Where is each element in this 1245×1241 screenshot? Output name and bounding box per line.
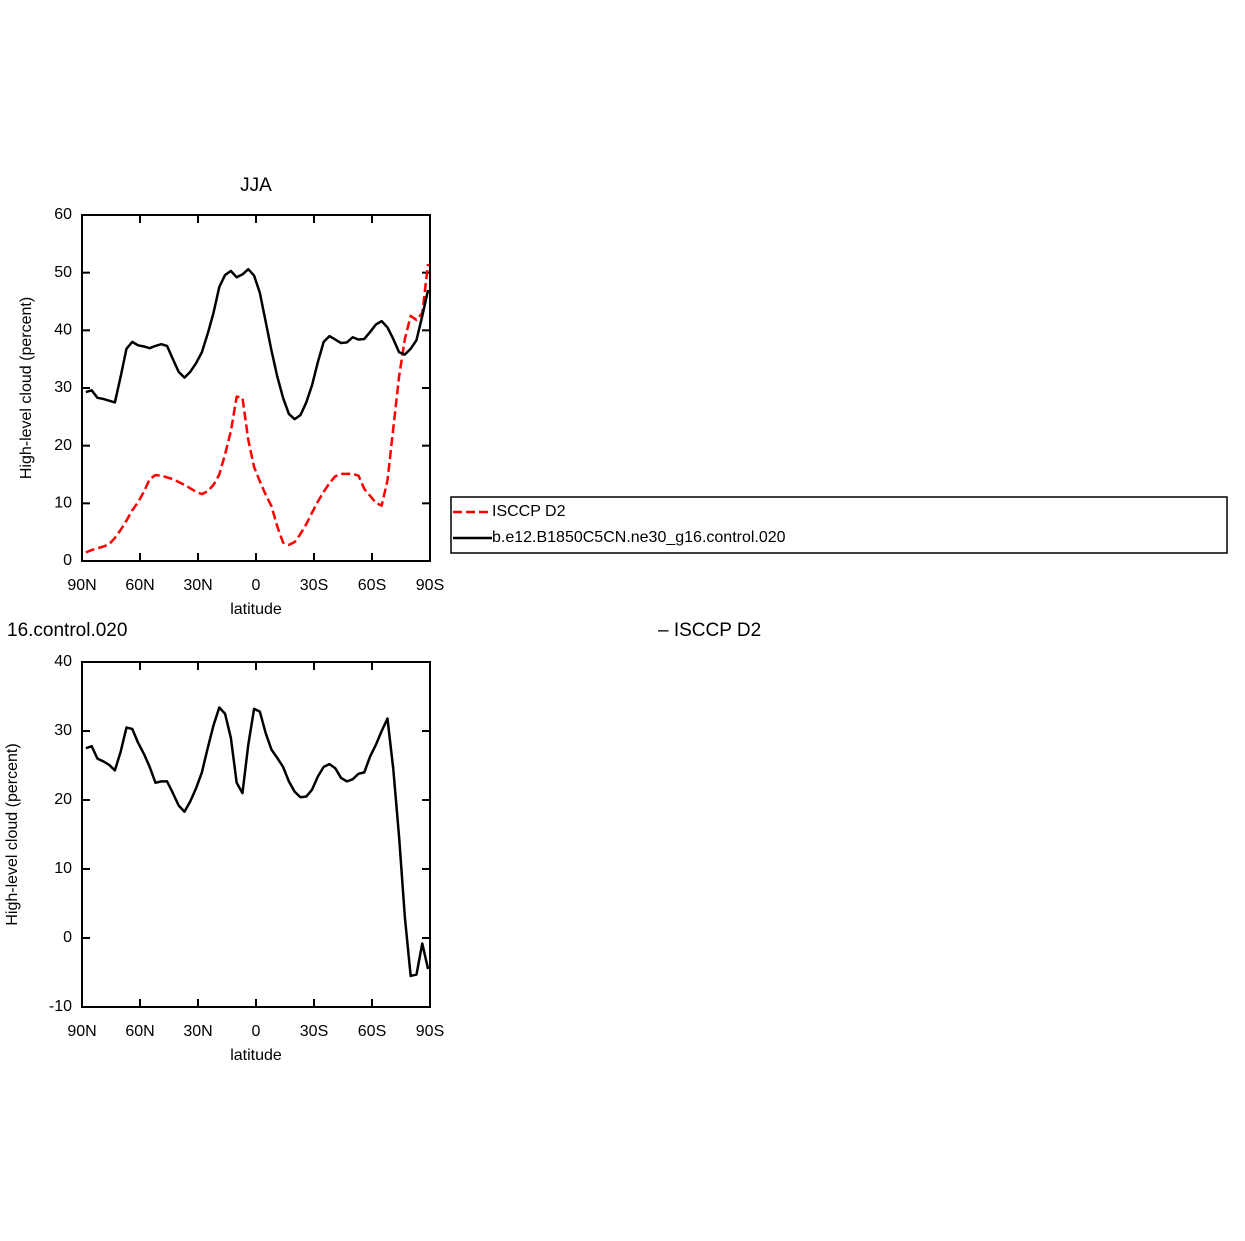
x-tick-label: 30N	[183, 577, 212, 594]
x-tick-label: 90N	[67, 1023, 96, 1040]
x-tick-label: 90S	[416, 577, 444, 594]
x-tick-label: 30S	[300, 1023, 328, 1040]
y-tick-label: 0	[63, 929, 72, 946]
y-axis-label: High-level cloud (percent)	[4, 743, 21, 925]
x-tick-label: 30N	[183, 1023, 212, 1040]
x-tick-label: 0	[252, 577, 261, 594]
x-tick-label: 90N	[67, 577, 96, 594]
data-line	[85, 267, 430, 421]
data-line	[85, 706, 430, 978]
x-axis-label: latitude	[230, 1047, 282, 1064]
y-axis-label: High-level cloud (percent)	[18, 297, 35, 479]
y-tick-label: 20	[54, 437, 72, 454]
x-tick-label: 30S	[300, 577, 328, 594]
y-tick-label: 0	[63, 552, 72, 569]
y-tick-label: 40	[54, 653, 72, 670]
legend-box	[450, 496, 1228, 554]
legend-label: b.e12.B1850C5CN.ne30_g16.control.020	[492, 529, 786, 546]
legend-label: ISCCP D2	[492, 503, 566, 520]
y-tick-label: 10	[54, 495, 72, 512]
chart-title: JJA	[240, 175, 272, 196]
data-line	[85, 263, 430, 554]
y-tick-label: 30	[54, 722, 72, 739]
chart-title: 16.control.020	[7, 620, 127, 641]
x-tick-label: 60N	[125, 1023, 154, 1040]
x-tick-label: 0	[252, 1023, 261, 1040]
x-tick-label: 60S	[358, 577, 386, 594]
x-tick-label: 60N	[125, 577, 154, 594]
x-tick-label: 90S	[416, 1023, 444, 1040]
y-tick-label: 40	[54, 322, 72, 339]
x-axis-label: latitude	[230, 601, 282, 618]
y-tick-label: 30	[54, 379, 72, 396]
x-tick-label: 60S	[358, 1023, 386, 1040]
chart-title: – ISCCP D2	[658, 620, 761, 641]
y-tick-label: 60	[54, 206, 72, 223]
y-tick-label: 20	[54, 791, 72, 808]
y-tick-label: 50	[54, 264, 72, 281]
y-tick-label: -10	[49, 998, 72, 1015]
plot-frame	[81, 661, 431, 1008]
y-tick-label: 10	[54, 860, 72, 877]
